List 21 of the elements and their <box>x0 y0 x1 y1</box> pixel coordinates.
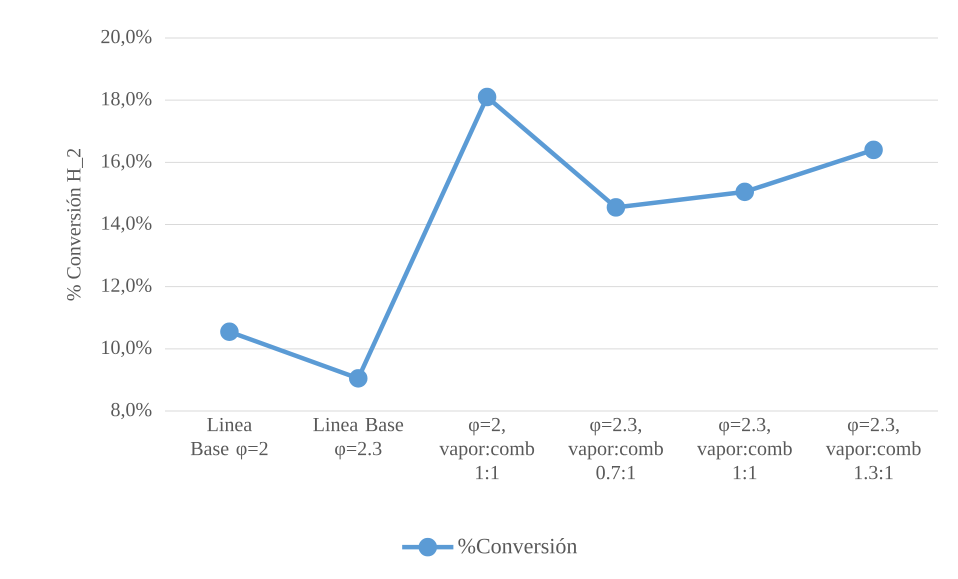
point <box>606 198 626 217</box>
point <box>220 322 239 341</box>
y-tick-label: 20,0% <box>101 30 152 46</box>
y-tick-label: 10,0% <box>102 340 152 358</box>
x-tick-label: φ=2.3, vapor:comb 0.7:1 <box>568 418 663 480</box>
legend-label: %Conversión <box>458 538 578 554</box>
y-tick-label: 12,0% <box>102 278 152 295</box>
y-tick-label: 18,0% <box>102 92 152 108</box>
point <box>349 369 368 388</box>
point <box>478 88 496 106</box>
y-tick-label: 8,0% <box>111 402 152 420</box>
point <box>736 182 754 202</box>
point <box>864 140 883 160</box>
y-tick-label: 16,0% <box>102 154 152 171</box>
x-tick-label: Linea Base φ=2 <box>190 418 268 460</box>
y-tick-label: 14,0% <box>102 216 152 233</box>
x-tick-label: φ=2.3, vapor:comb 1.3:1 <box>826 418 921 480</box>
x-tick-label: φ=2, vapor:comb 1:1 <box>439 418 534 480</box>
x-tick-label: Linea Base φ=2.3 <box>313 418 404 460</box>
x-tick-label: φ=2.3, vapor:comb 1:1 <box>696 418 792 480</box>
y-axis-title: % Conversión H_2 <box>66 148 83 300</box>
